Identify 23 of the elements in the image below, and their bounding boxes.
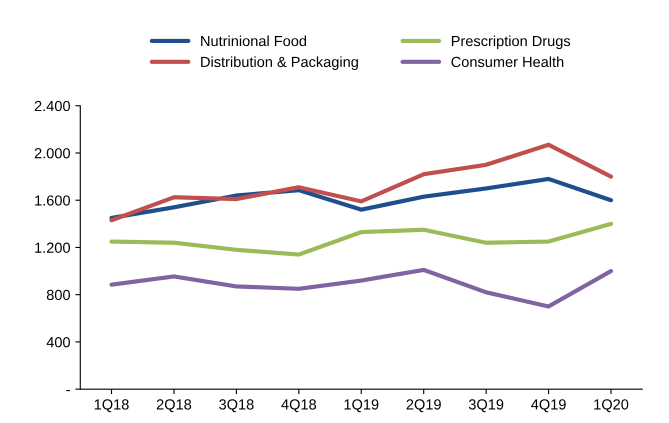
legend-label: Nutrinional Food (201, 35, 306, 46)
line-series (109, 222, 614, 257)
y-tick-label: 1.600 (35, 195, 70, 206)
y-tick-label: 2.400 (34, 100, 70, 112)
legend-label: Prescription Drugs (452, 35, 570, 50)
x-tick-label: 2Q18 (156, 399, 192, 412)
x-tick-label: 1Q18 (94, 399, 129, 412)
x-tick-label: 4Q18 (281, 399, 316, 412)
legend-label: Distribution & Packaging (201, 56, 358, 70)
x-tick-label: 2Q19 (406, 399, 441, 412)
y-tick-label: 1.200 (35, 242, 70, 253)
legend-label: Consumer Health (451, 56, 564, 68)
x-tick-label: 3Q18 (219, 399, 254, 412)
x-tick-label: 3Q19 (468, 399, 504, 412)
x-tick-label: 1Q20 (594, 399, 628, 412)
y-tick-label: - (66, 390, 70, 392)
x-tick-label: 1Q19 (344, 399, 378, 412)
y-tick-label: 400 (46, 337, 70, 348)
y-tick-label: 800 (46, 290, 70, 300)
y-tick-label: 2.000 (34, 148, 70, 158)
line-series (109, 142, 614, 222)
line-series (109, 268, 614, 309)
x-tick-label: 4Q19 (531, 399, 566, 412)
